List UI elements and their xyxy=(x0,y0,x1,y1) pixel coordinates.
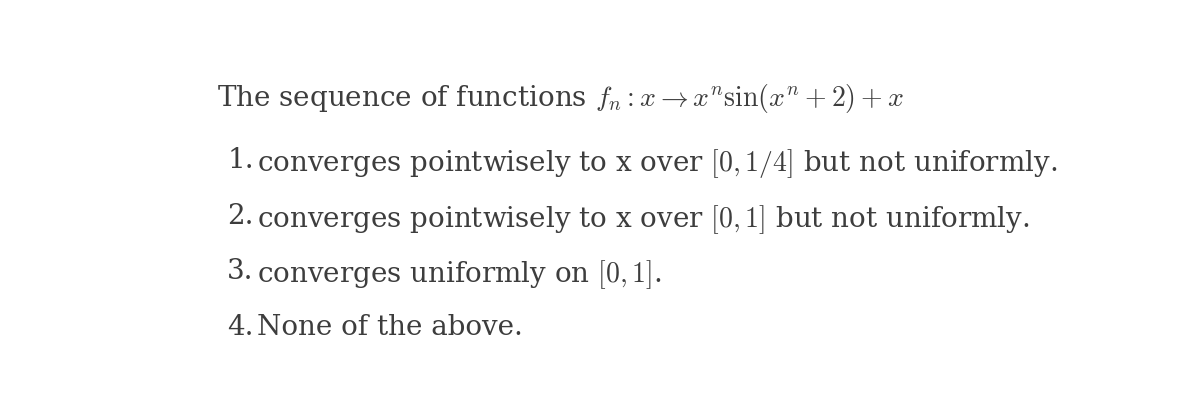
Text: converges uniformly on $[0, 1]$.: converges uniformly on $[0, 1]$. xyxy=(257,258,661,290)
Text: converges pointwisely to x over $[0, 1]$ but not uniformly.: converges pointwisely to x over $[0, 1]$… xyxy=(257,202,1030,235)
Text: 3.: 3. xyxy=(227,258,253,285)
Text: None of the above.: None of the above. xyxy=(257,313,523,340)
Text: 1.: 1. xyxy=(227,147,254,174)
Text: converges pointwisely to x over $[0, 1/4]$ but not uniformly.: converges pointwisely to x over $[0, 1/4… xyxy=(257,147,1057,180)
Text: 2.: 2. xyxy=(227,202,253,229)
Text: The sequence of functions $f_n : x \rightarrow x^n \sin(x^n + 2) + x$: The sequence of functions $f_n : x \righ… xyxy=(217,81,904,114)
Text: 4.: 4. xyxy=(227,313,253,340)
